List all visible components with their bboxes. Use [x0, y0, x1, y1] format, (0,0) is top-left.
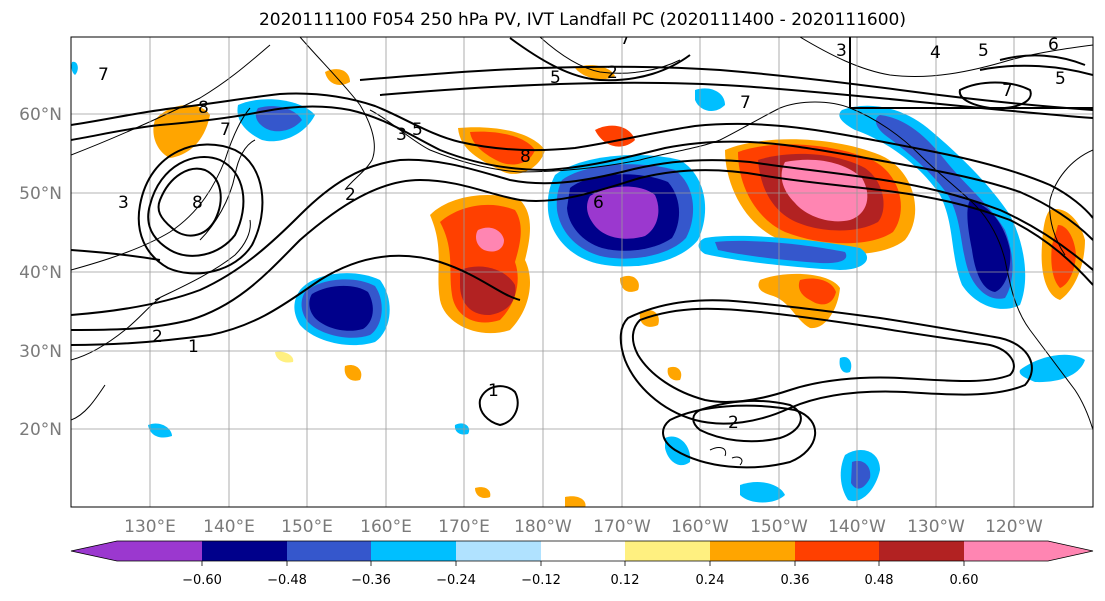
lon-label: 150°E — [281, 517, 333, 537]
colorbar-tick-label: 0.36 — [781, 573, 810, 588]
lat-label: 60°N — [19, 105, 62, 125]
contour-label: 3 — [118, 193, 129, 213]
lon-label: 140°W — [828, 517, 886, 537]
contour-label: 6 — [1048, 35, 1059, 55]
colorbar-tick-label: −0.60 — [182, 573, 222, 588]
contour-label: 1 — [188, 337, 199, 357]
pv-anomaly-positive-dateline — [430, 125, 635, 334]
pv-anomaly-positive-gulf — [725, 139, 916, 255]
contour-label: 5 — [1055, 69, 1066, 89]
colorbar-segment — [710, 541, 795, 561]
colorbar-outline — [70, 540, 1094, 562]
lon-label: 140°E — [203, 517, 255, 537]
lat-label: 30°N — [19, 342, 62, 362]
colorbar-segment — [625, 541, 710, 561]
colorbar-segment — [117, 541, 202, 561]
contour-label: 8 — [520, 147, 531, 167]
colorbar-segment — [456, 541, 541, 561]
lon-label: 130°E — [124, 517, 176, 537]
colorbar-tick-label: 0.60 — [950, 573, 979, 588]
lat-label: 40°N — [19, 263, 62, 283]
colorbar-tick-label: −0.36 — [351, 573, 391, 588]
colorbar: −0.60 −0.48 −0.36 −0.24 −0.12 0.12 0.24 … — [70, 540, 1094, 588]
colorbar-segment — [371, 541, 456, 561]
contour-label: 2 — [607, 63, 618, 83]
colorbar-tick-label: 0.24 — [696, 573, 725, 588]
lon-label: 130°W — [907, 517, 965, 537]
lon-label: 160°E — [360, 517, 412, 537]
longitude-labels: 130°E 140°E 150°E 160°E 170°E 180°W 170°… — [124, 517, 1043, 537]
colorbar-segment — [879, 541, 964, 561]
colorbar-segment — [541, 541, 625, 561]
contour-label: 7 — [740, 93, 751, 113]
colorbar-tick-label: −0.12 — [521, 573, 561, 588]
gridlines — [71, 37, 1093, 507]
map-content: 7 8 7 8 3 2 3 5 5 7 2 8 6 7 3 4 5 6 5 7 — [71, 29, 1093, 507]
pv-anomaly-negative-central — [547, 155, 868, 270]
ivt-contours — [71, 37, 1093, 469]
pv-anomaly-negative-west — [237, 99, 390, 346]
contour-label: 7 — [98, 65, 109, 85]
pv-anomaly-small-features — [71, 61, 880, 507]
latitude-labels: 60°N 50°N 40°N 30°N 20°N — [19, 105, 62, 440]
coastlines — [71, 37, 1093, 466]
colorbar-extend-high — [1048, 541, 1093, 561]
lon-label: 150°W — [750, 517, 808, 537]
lon-label: 170°E — [438, 517, 490, 537]
colorbar-segment — [287, 541, 371, 561]
lon-label: 160°W — [671, 517, 729, 537]
colorbar-tick-label: −0.48 — [267, 573, 307, 588]
contour-label: 5 — [550, 68, 561, 88]
contour-label: 5 — [978, 41, 989, 61]
contour-labels: 7 8 7 8 3 2 3 5 5 7 2 8 6 7 3 4 5 6 5 7 — [98, 29, 1066, 433]
contour-label: 8 — [192, 193, 203, 213]
colorbar-extend-low — [71, 541, 117, 561]
contour-label: 8 — [198, 98, 209, 118]
colorbar-tick-label: −0.24 — [436, 573, 476, 588]
contour-label: 3 — [396, 125, 407, 145]
lat-label: 50°N — [19, 184, 62, 204]
colorbar-segment — [795, 541, 879, 561]
contour-label: 2 — [345, 185, 356, 205]
contour-label: 6 — [593, 193, 604, 213]
contour-label: 7 — [620, 29, 631, 49]
contour-label: 2 — [152, 327, 163, 347]
colorbar-segment — [964, 541, 1048, 561]
contour-label: 7 — [220, 120, 231, 140]
map-frame — [70, 36, 1094, 508]
contour-label: 2 — [728, 413, 739, 433]
contour-label: 4 — [930, 43, 941, 63]
contour-label: 1 — [488, 381, 499, 401]
contour-label: 7 — [1002, 81, 1013, 101]
figure-title: 2020111100 F054 250 hPa PV, IVT Landfall… — [258, 10, 906, 30]
lon-label: 180°W — [514, 517, 572, 537]
lon-label: 170°W — [593, 517, 651, 537]
colorbar-tick-label: 0.48 — [865, 573, 894, 588]
lon-label: 120°W — [985, 517, 1043, 537]
contour-label: 5 — [412, 120, 423, 140]
colorbar-segment — [202, 541, 287, 561]
lat-label: 20°N — [19, 420, 62, 440]
contour-label: 3 — [836, 41, 847, 61]
colorbar-tick-label: 0.12 — [611, 573, 640, 588]
